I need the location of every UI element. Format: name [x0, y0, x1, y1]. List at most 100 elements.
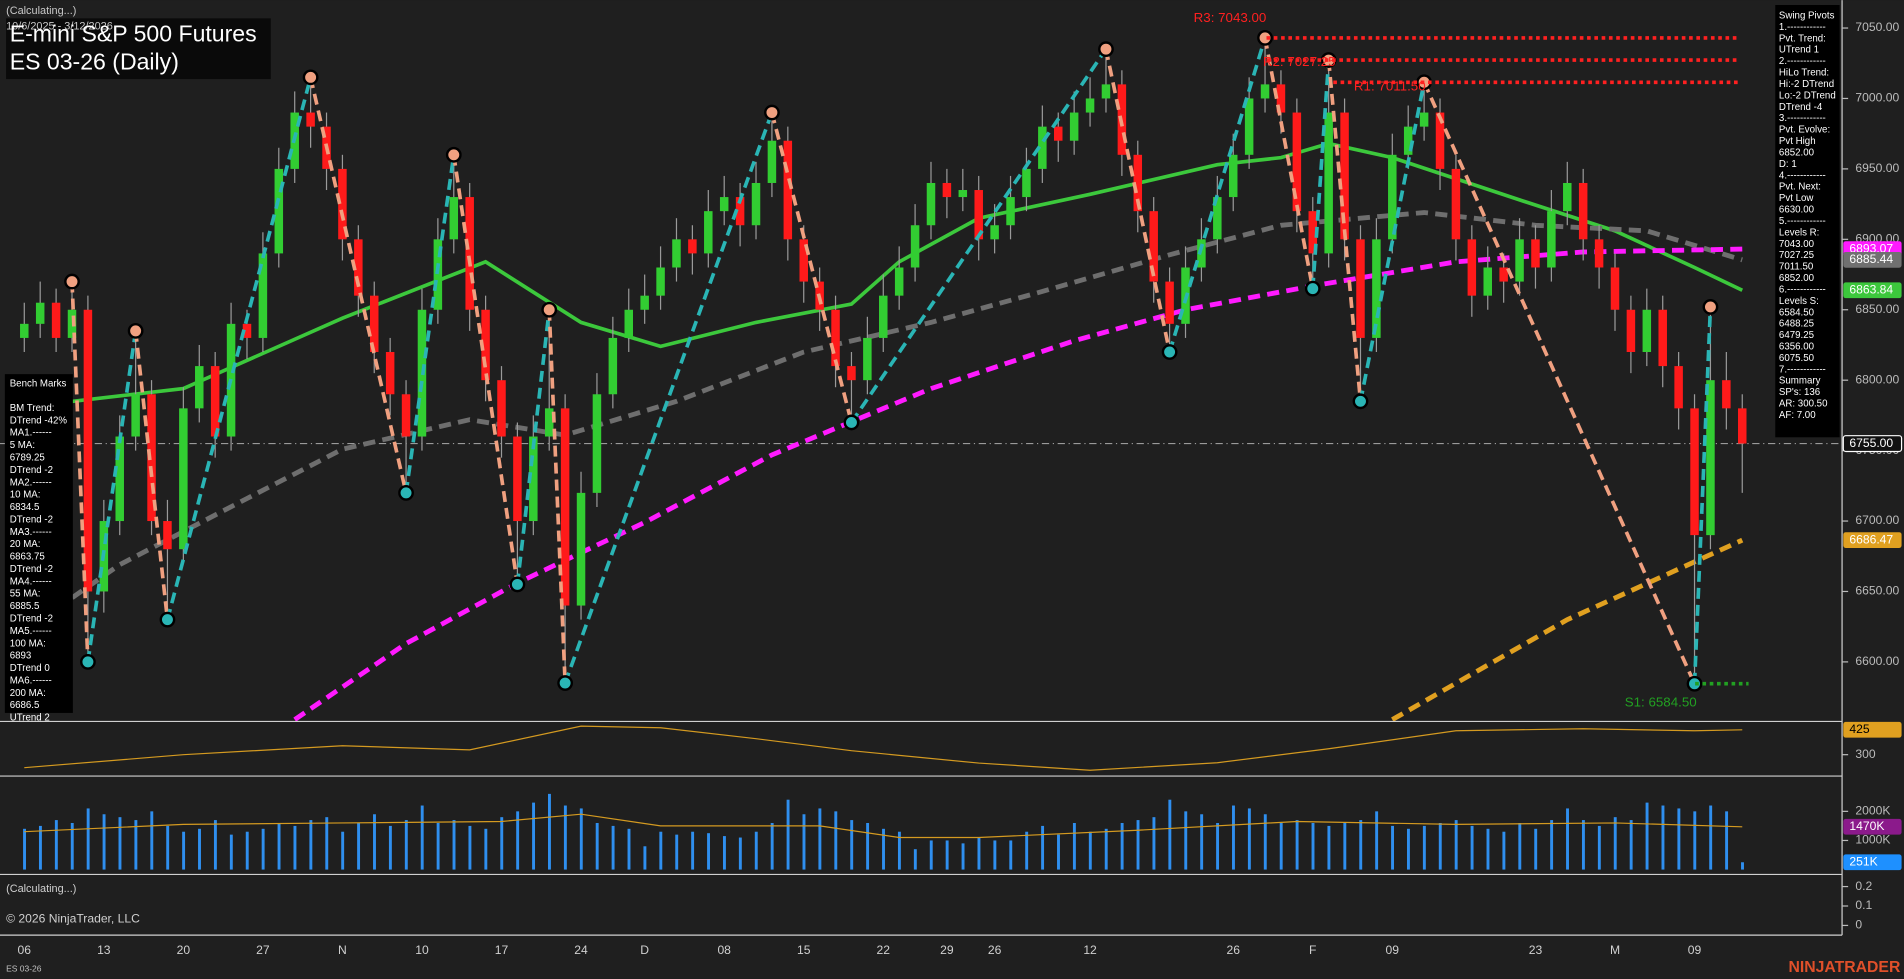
- y-tick-label: 300: [1855, 747, 1875, 761]
- candle-body: [338, 168, 347, 240]
- candle-body: [1340, 112, 1349, 240]
- candle-body: [544, 408, 554, 437]
- x-tick-label: M: [1610, 943, 1620, 957]
- volume-bar: [70, 822, 74, 870]
- price-flag-label: 1470K: [1849, 819, 1884, 833]
- volume-bar: [1009, 840, 1013, 870]
- price-flag: [1843, 532, 1902, 548]
- volume-bar: [579, 808, 583, 870]
- candle-body: [1038, 126, 1047, 169]
- swing-pivot-line: D: 1: [1779, 159, 1797, 170]
- volume-bar: [1279, 822, 1283, 870]
- volume-bar: [134, 820, 138, 870]
- candle-body: [35, 302, 45, 324]
- volume-bar: [548, 793, 551, 870]
- volume-bar: [1136, 820, 1140, 870]
- swing-pivot: [1686, 675, 1703, 692]
- bench-mark-line: 6834.5: [10, 502, 40, 513]
- bench-mark-line: MA3.------: [10, 527, 52, 538]
- swing-pivot-line: Pvt High: [1779, 136, 1816, 147]
- chart-subtitle: ES 03-26 (Daily): [10, 48, 179, 74]
- volume-bar: [818, 808, 822, 870]
- candle-body: [894, 267, 904, 296]
- swing-leg: [515, 309, 552, 585]
- candle-body: [1356, 239, 1365, 338]
- candle-body: [1531, 239, 1540, 268]
- bench-mark-line: 55 MA:: [10, 589, 41, 600]
- bench-mark-line: MA5.------: [10, 626, 52, 637]
- volume-bar: [1518, 822, 1522, 870]
- swing-pivot: [557, 675, 574, 691]
- x-tick-label: 09: [1688, 943, 1702, 957]
- bench-mark-line: 200 MA:: [10, 688, 46, 699]
- volume-bar: [1406, 828, 1410, 870]
- swing-leg: [1358, 81, 1426, 402]
- candle-body: [767, 140, 777, 183]
- swing-pivot-line: 6488.25: [1779, 319, 1814, 330]
- volume-bar: [627, 828, 631, 870]
- bench-mark-line: 6789.25: [10, 452, 45, 463]
- swing-pivot-line: 6356.00: [1779, 342, 1815, 353]
- candle-body: [195, 366, 204, 409]
- x-tick-label: 23: [1529, 943, 1543, 957]
- candle-body: [1292, 112, 1302, 212]
- volume-bar: [1677, 808, 1681, 870]
- candle-body: [401, 394, 411, 437]
- swing-pivot-line: Pvt. Evolve:: [1779, 125, 1830, 136]
- price-flag: [1843, 818, 1902, 835]
- swing-pivot-line: 3.------------: [1779, 113, 1826, 124]
- swing-leg: [1167, 37, 1267, 353]
- y-tick-label: 2000K: [1855, 804, 1890, 818]
- volume-bar: [452, 820, 456, 870]
- candle-body: [719, 197, 729, 212]
- volume-bar: [1120, 822, 1124, 870]
- volume-bar: [1566, 808, 1569, 870]
- x-tick-label: 20: [177, 943, 191, 957]
- candle-body: [576, 492, 586, 606]
- candle-body: [990, 225, 999, 240]
- volume-bar: [1391, 825, 1394, 870]
- swing-pivot-line: HiLo Trend:: [1779, 68, 1829, 79]
- swing-pivot: [1352, 393, 1369, 410]
- price-flag: [1843, 251, 1902, 268]
- swing-pivots-box: [1775, 5, 1840, 438]
- swing-pivot-line: UTrend 1: [1779, 45, 1819, 56]
- volume-bar: [309, 820, 313, 870]
- volume-bar: [1725, 811, 1729, 870]
- candle-body: [1165, 281, 1174, 324]
- x-tick-label: 15: [797, 943, 811, 957]
- volume-bar: [1661, 805, 1665, 870]
- candle-body: [879, 295, 888, 338]
- y-tick-label: 6650.00: [1855, 584, 1899, 598]
- x-tick-label: 12: [1083, 943, 1097, 957]
- volume-bar: [1550, 820, 1554, 870]
- volume-bar: [1343, 822, 1347, 870]
- volume-bar: [691, 831, 695, 870]
- candle-body: [1324, 112, 1333, 254]
- candle-body: [560, 408, 570, 606]
- volume-bar: [1359, 820, 1363, 870]
- price-flag-label: 6893.07: [1849, 241, 1893, 255]
- candle-body: [1547, 211, 1556, 268]
- volume-bar: [1470, 825, 1474, 870]
- candle-body: [1563, 182, 1572, 212]
- candle-body: [1244, 98, 1254, 155]
- swing-pivot-line: 6852.00: [1779, 147, 1815, 158]
- volume-bar: [1025, 831, 1029, 870]
- volume-bar: [1232, 805, 1235, 870]
- volume-bar: [23, 828, 26, 870]
- swing-pivot-line: Lo:-2 DTrend: [1779, 90, 1836, 101]
- volume-bar: [1438, 822, 1442, 870]
- swing-pivot-line: AR: 300.50: [1779, 399, 1828, 410]
- candle-body: [258, 253, 268, 338]
- x-tick-label: 24: [574, 943, 588, 957]
- price-flag-label: 6863.84: [1849, 282, 1893, 296]
- volume-bar: [611, 825, 615, 870]
- level-label: R2: 7027.25: [1263, 54, 1336, 69]
- candle-body: [433, 239, 443, 310]
- candle-body: [163, 521, 172, 550]
- candle-body: [1658, 309, 1667, 367]
- swing-pivot-line: Pvt. Trend:: [1779, 33, 1826, 44]
